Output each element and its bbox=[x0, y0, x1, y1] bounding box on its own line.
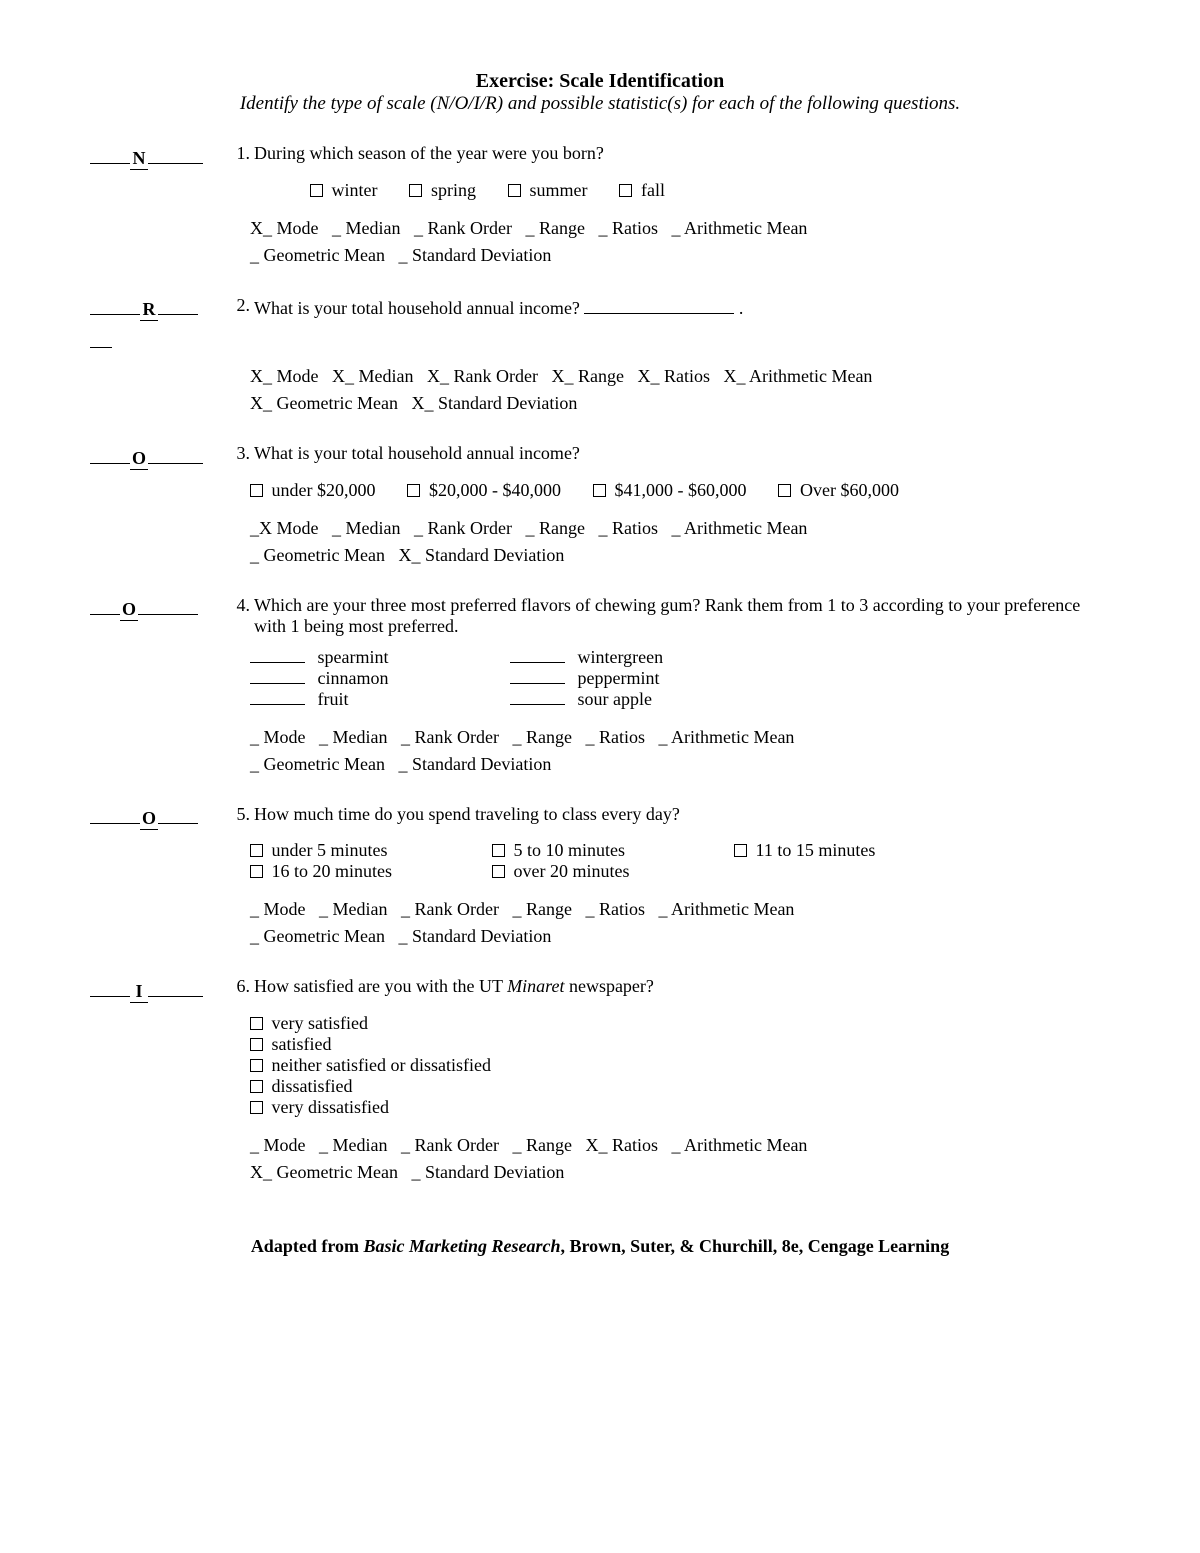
page-subtitle: Identify the type of scale (N/O/I/R) and… bbox=[90, 93, 1110, 115]
checkbox-icon bbox=[492, 865, 505, 878]
checkbox-option[interactable]: satisfied bbox=[250, 1034, 1110, 1055]
stats-line: X_ Mode X_ Median X_ Rank Order X_ Range… bbox=[250, 363, 1110, 417]
rank-item[interactable]: wintergreen bbox=[510, 647, 770, 668]
question-text: What is your total household annual inco… bbox=[254, 443, 1110, 464]
checkbox-icon bbox=[508, 184, 521, 197]
rank-blank bbox=[510, 662, 565, 663]
rank-item[interactable]: fruit bbox=[250, 689, 510, 710]
checkbox-option[interactable]: Over $60,000 bbox=[778, 480, 898, 501]
footer-pre: Adapted from bbox=[251, 1236, 364, 1256]
question-text: What is your total household annual inco… bbox=[254, 295, 1110, 319]
rank-item[interactable]: sour apple bbox=[510, 689, 770, 710]
rank-blank bbox=[510, 704, 565, 705]
checkbox-icon bbox=[250, 1059, 263, 1072]
checkbox-icon bbox=[250, 1080, 263, 1093]
stats-line: _ Mode _ Median _ Rank Order _ Range _ R… bbox=[250, 724, 1110, 778]
checkbox-icon bbox=[250, 1101, 263, 1114]
checkbox-icon bbox=[593, 484, 606, 497]
checkbox-icon bbox=[250, 1017, 263, 1030]
rank-block: spearmint wintergreen cinnamon peppermin… bbox=[250, 647, 1110, 710]
page-title: Exercise: Scale Identification bbox=[90, 70, 1110, 93]
question-text: How much time do you spend traveling to … bbox=[254, 804, 1110, 825]
checkbox-icon bbox=[250, 484, 263, 497]
checkbox-option[interactable]: over 20 minutes bbox=[492, 861, 702, 882]
checkbox-option[interactable]: 11 to 15 minutes bbox=[734, 840, 944, 861]
rank-blank bbox=[250, 683, 305, 684]
stats-line: _X Mode _ Median _ Rank Order _ Range _ … bbox=[250, 515, 1110, 569]
checkbox-option[interactable]: under 5 minutes bbox=[250, 840, 460, 861]
income-fill-blank[interactable] bbox=[584, 295, 734, 314]
options-vertical: very satisfied satisfied neither satisfi… bbox=[250, 1013, 1110, 1118]
checkbox-option[interactable]: fall bbox=[619, 180, 665, 201]
question-row: R2.What is your total household annual i… bbox=[90, 295, 1110, 322]
question-number: 1. bbox=[220, 143, 254, 164]
question-number: 5. bbox=[220, 804, 254, 825]
checkbox-icon bbox=[619, 184, 632, 197]
checkbox-option[interactable]: very satisfied bbox=[250, 1013, 1110, 1034]
question-row: O5.How much time do you spend traveling … bbox=[90, 804, 1110, 831]
checkbox-icon bbox=[778, 484, 791, 497]
checkbox-option[interactable]: under $20,000 bbox=[250, 480, 375, 501]
checkbox-option[interactable]: $20,000 - $40,000 bbox=[407, 480, 561, 501]
checkbox-icon bbox=[409, 184, 422, 197]
checkbox-option[interactable]: spring bbox=[409, 180, 476, 201]
stats-line: _ Mode _ Median _ Rank Order _ Range _ R… bbox=[250, 896, 1110, 950]
checkbox-icon bbox=[492, 844, 505, 857]
footer-post: , Brown, Suter, & Churchill, 8e, Cengage… bbox=[561, 1236, 950, 1256]
rank-blank bbox=[510, 683, 565, 684]
checkbox-icon bbox=[250, 1038, 263, 1051]
rank-item[interactable]: peppermint bbox=[510, 668, 770, 689]
question-row: O3.What is your total household annual i… bbox=[90, 443, 1110, 470]
question-row: O4.Which are your three most preferred f… bbox=[90, 595, 1110, 637]
rank-item[interactable]: cinnamon bbox=[250, 668, 510, 689]
exercise-page: Exercise: Scale Identification Identify … bbox=[0, 0, 1200, 1297]
question-row: N1.During which season of the year were … bbox=[90, 143, 1110, 170]
checkbox-option[interactable]: summer bbox=[508, 180, 588, 201]
question-number: 3. bbox=[220, 443, 254, 464]
checkbox-icon bbox=[250, 844, 263, 857]
options-block: under 5 minutes 5 to 10 minutes 11 to 15… bbox=[250, 840, 1110, 882]
checkbox-icon bbox=[407, 484, 420, 497]
rank-item[interactable]: spearmint bbox=[250, 647, 510, 668]
question-number: 6. bbox=[220, 976, 254, 997]
checkbox-icon bbox=[734, 844, 747, 857]
footer-italic: Basic Marketing Research bbox=[363, 1236, 560, 1256]
question-number: 4. bbox=[220, 595, 254, 616]
checkbox-option[interactable]: dissatisfied bbox=[250, 1076, 1110, 1097]
rank-blank bbox=[250, 662, 305, 663]
question-text: Which are your three most preferred flav… bbox=[254, 595, 1110, 637]
question-text: How satisfied are you with the UT Minare… bbox=[254, 976, 1110, 997]
options-row: under $20,000 $20,000 - $40,000 $41,000 … bbox=[250, 480, 1110, 501]
stats-line: X_ Mode _ Median _ Rank Order _ Range _ … bbox=[250, 215, 1110, 269]
checkbox-option[interactable]: very dissatisfied bbox=[250, 1097, 1110, 1118]
stray-underscore bbox=[90, 327, 1110, 353]
checkbox-option[interactable]: 16 to 20 minutes bbox=[250, 861, 460, 882]
footer-citation: Adapted from Basic Marketing Research, B… bbox=[90, 1236, 1110, 1257]
checkbox-icon bbox=[250, 865, 263, 878]
checkbox-option[interactable]: neither satisfied or dissatisfied bbox=[250, 1055, 1110, 1076]
rank-blank bbox=[250, 704, 305, 705]
checkbox-option[interactable]: winter bbox=[310, 180, 377, 201]
checkbox-icon bbox=[310, 184, 323, 197]
options-row: winter spring summer fall bbox=[250, 180, 1110, 201]
checkbox-option[interactable]: $41,000 - $60,000 bbox=[593, 480, 747, 501]
stats-line: _ Mode _ Median _ Rank Order _ Range X_ … bbox=[250, 1132, 1110, 1186]
question-text: During which season of the year were you… bbox=[254, 143, 1110, 164]
question-number: 2. bbox=[220, 295, 254, 316]
checkbox-option[interactable]: 5 to 10 minutes bbox=[492, 840, 702, 861]
question-row: I6.How satisfied are you with the UT Min… bbox=[90, 976, 1110, 1003]
